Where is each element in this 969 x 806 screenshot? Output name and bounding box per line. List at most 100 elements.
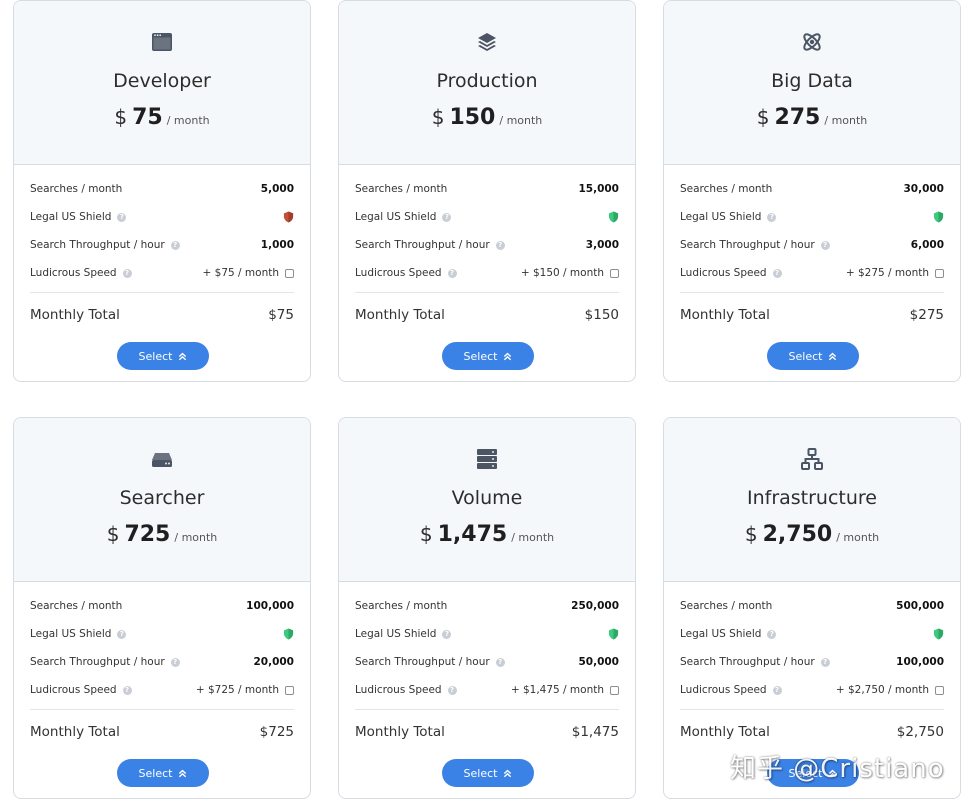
divider	[355, 709, 619, 710]
feature-row-throughput: Search Throughput / hour? 3,000	[355, 231, 619, 259]
feature-label: Ludicrous Speed	[680, 267, 767, 279]
divider	[30, 709, 294, 710]
help-icon[interactable]: ?	[170, 240, 180, 250]
addon-price: + $275 / month	[845, 267, 929, 279]
total-label: Monthly Total	[355, 724, 445, 740]
plan-header: Developer $75/ month	[14, 1, 310, 165]
feature-row-ludicrous: Ludicrous Speed? + $2,750 / month	[680, 676, 944, 704]
feature-row-searches: Searches / month 15,000	[355, 175, 619, 203]
select-button[interactable]: Select	[117, 759, 209, 787]
plan-header: Searcher $725/ month	[14, 418, 310, 582]
plan-card-big-data: Big Data $275/ month Searches / month 30…	[663, 0, 961, 382]
currency-symbol: $	[106, 522, 120, 546]
total-label: Monthly Total	[30, 307, 120, 323]
price-amount: 75	[132, 105, 163, 130]
help-icon[interactable]: ?	[122, 685, 132, 695]
help-icon[interactable]: ?	[772, 685, 782, 695]
feature-value: 3,000	[585, 239, 619, 251]
feature-row-shield: Legal US Shield?	[680, 203, 944, 231]
plan-card-searcher: Searcher $725/ month Searches / month 10…	[13, 417, 311, 799]
feature-row-ludicrous: Ludicrous Speed? + $1,475 / month	[355, 676, 619, 704]
feature-row-searches: Searches / month 100,000	[30, 592, 294, 620]
plan-name: Searcher	[119, 487, 205, 509]
shield-green-icon	[933, 628, 944, 640]
divider	[30, 292, 294, 293]
price-period: / month	[174, 531, 218, 544]
plan-price: $2,750/ month	[664, 522, 960, 547]
feature-row-throughput: Search Throughput / hour? 1,000	[30, 231, 294, 259]
feature-label: Ludicrous Speed	[355, 684, 442, 696]
help-icon[interactable]: ?	[442, 629, 452, 639]
feature-value: 100,000	[896, 656, 944, 668]
shield-green-icon	[283, 628, 294, 640]
help-icon[interactable]: ?	[447, 685, 457, 695]
select-button[interactable]: Select	[442, 759, 534, 787]
help-icon[interactable]: ?	[170, 657, 180, 667]
help-icon[interactable]: ?	[767, 629, 777, 639]
feature-value: 30,000	[903, 183, 944, 195]
feature-label: Legal US Shield	[680, 211, 762, 223]
total-label: Monthly Total	[30, 724, 120, 740]
feature-row-shield: Legal US Shield?	[30, 620, 294, 648]
feature-row-throughput: Search Throughput / hour? 6,000	[680, 231, 944, 259]
help-icon[interactable]: ?	[117, 212, 127, 222]
feature-row-ludicrous: Ludicrous Speed? + $75 / month	[30, 259, 294, 287]
network-icon	[800, 447, 824, 471]
currency-symbol: $	[744, 522, 758, 546]
help-icon[interactable]: ?	[495, 240, 505, 250]
ludicrous-checkbox[interactable]	[935, 685, 944, 695]
feature-list: Searches / month 5,000 Legal US Shield? …	[30, 175, 294, 287]
help-icon[interactable]: ?	[820, 240, 830, 250]
total-value: $1,475	[571, 724, 619, 740]
feature-value: 50,000	[578, 656, 619, 668]
chevron-double-up-icon	[503, 352, 512, 361]
price-amount: 725	[124, 522, 171, 547]
select-label: Select	[788, 766, 823, 780]
monthly-total: Monthly Total $275	[680, 307, 944, 323]
select-button[interactable]: Select	[442, 342, 534, 370]
help-icon[interactable]: ?	[447, 268, 457, 278]
price-period: / month	[824, 114, 868, 127]
total-label: Monthly Total	[355, 307, 445, 323]
monthly-total: Monthly Total $725	[30, 724, 294, 740]
shield-green-icon	[608, 211, 619, 223]
feature-list: Searches / month 100,000 Legal US Shield…	[30, 592, 294, 704]
help-icon[interactable]: ?	[442, 212, 452, 222]
ludicrous-checkbox[interactable]	[935, 268, 944, 278]
ludicrous-checkbox[interactable]	[610, 685, 619, 695]
feature-label: Legal US Shield	[30, 628, 112, 640]
help-icon[interactable]: ?	[122, 268, 132, 278]
feature-row-ludicrous: Ludicrous Speed? + $150 / month	[355, 259, 619, 287]
plan-name: Developer	[113, 70, 211, 92]
feature-label: Legal US Shield	[680, 628, 762, 640]
ludicrous-checkbox[interactable]	[285, 268, 294, 278]
help-icon[interactable]: ?	[772, 268, 782, 278]
plan-name: Production	[436, 70, 538, 92]
total-value: $150	[584, 307, 619, 323]
feature-value: 500,000	[896, 600, 944, 612]
help-icon[interactable]: ?	[767, 212, 777, 222]
ludicrous-checkbox[interactable]	[285, 685, 294, 695]
price-amount: 150	[449, 105, 496, 130]
monthly-total: Monthly Total $1,475	[355, 724, 619, 740]
select-label: Select	[463, 766, 498, 780]
help-icon[interactable]: ?	[117, 629, 127, 639]
feature-list: Searches / month 250,000 Legal US Shield…	[355, 592, 619, 704]
feature-label: Search Throughput / hour	[355, 239, 490, 251]
total-value: $725	[259, 724, 294, 740]
help-icon[interactable]: ?	[820, 657, 830, 667]
plan-price: $75/ month	[14, 105, 310, 130]
help-icon[interactable]: ?	[495, 657, 505, 667]
total-label: Monthly Total	[680, 307, 770, 323]
addon-price: + $75 / month	[202, 267, 279, 279]
feature-label: Legal US Shield	[355, 211, 437, 223]
select-button[interactable]: Select	[117, 342, 209, 370]
ludicrous-checkbox[interactable]	[610, 268, 619, 278]
feature-label: Searches / month	[355, 600, 448, 612]
select-button[interactable]: Select	[767, 342, 859, 370]
plan-price: $725/ month	[14, 522, 310, 547]
select-button[interactable]: Select	[767, 759, 859, 787]
feature-value: 15,000	[578, 183, 619, 195]
plan-name: Big Data	[771, 70, 853, 92]
atom-icon	[800, 30, 824, 54]
